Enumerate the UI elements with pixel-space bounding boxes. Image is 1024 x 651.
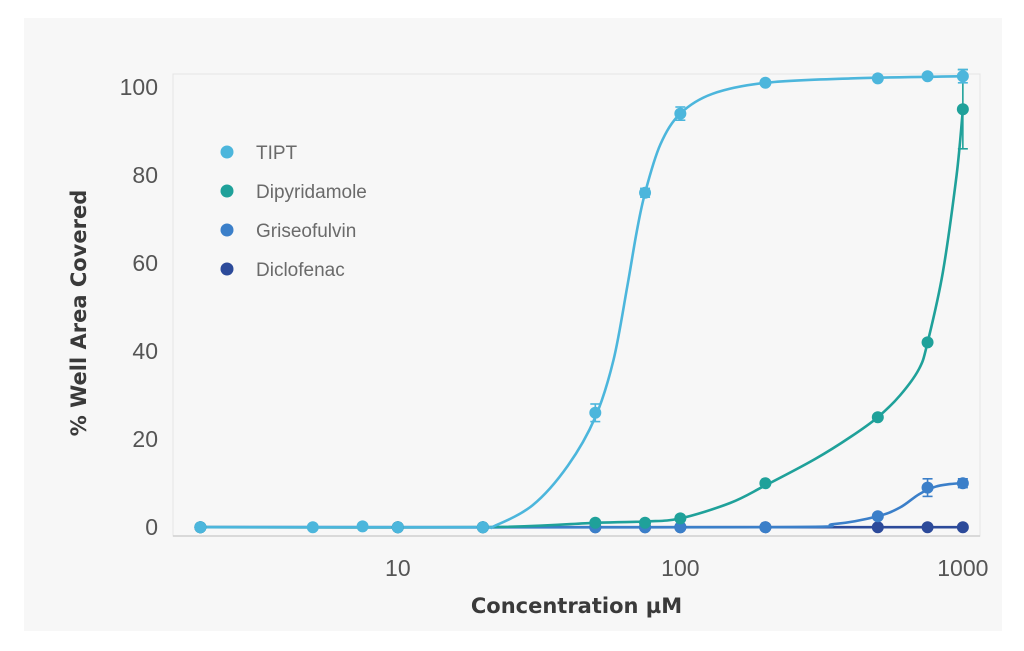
data-points [194,68,969,534]
fit-curves [199,74,965,530]
y-tick-label: 60 [132,250,158,276]
data-point-tipt [476,521,489,534]
data-point-dipyridamole [674,512,687,525]
data-point-tipt [921,70,934,83]
data-point-griseofulvin [956,477,969,490]
data-point-dipyridamole [639,516,652,529]
data-point-diclofenac [956,521,969,534]
data-point-tipt [871,72,884,85]
x-tick-label: 1000 [937,555,988,581]
legend-label-tipt: TIPT [256,143,298,164]
legend-marker-griseofulvin [220,223,234,237]
legend-marker-diclofenac [220,262,234,276]
data-point-tipt [391,521,404,534]
y-tick-label: 100 [120,74,158,100]
data-point-diclofenac [871,521,884,534]
legend: TIPT Dipyridamole Griseofulvin Diclofenac [220,143,367,281]
data-point-dipyridamole [956,103,969,116]
fit-curve-dipyridamole [199,107,965,529]
axes: 0 20 40 60 80 100 10 100 1000 [120,73,988,581]
data-point-tipt [356,520,369,533]
legend-label-diclofenac: Diclofenac [256,260,345,281]
y-tick-label: 20 [132,426,158,452]
data-point-tipt [956,70,969,83]
data-point-griseofulvin [921,481,934,494]
data-point-diclofenac [921,521,934,534]
data-point-dipyridamole [921,336,934,349]
fit-curve-tipt [199,74,965,530]
y-tick-label: 0 [145,514,158,540]
data-point-dipyridamole [589,516,602,529]
data-point-tipt [674,107,687,120]
chart-panel [24,18,1002,631]
y-axis-title: % Well Area Covered [67,190,91,436]
x-tick-label: 10 [385,555,411,581]
legend-label-griseofulvin: Griseofulvin [256,221,356,242]
data-point-tipt [589,406,602,419]
data-point-tipt [639,186,652,199]
legend-marker-tipt [220,145,234,159]
x-tick-label: 100 [661,555,699,581]
legend-label-dipyridamole: Dipyridamole [256,182,367,203]
y-tick-label: 40 [132,338,158,364]
y-tick-label: 80 [132,162,158,188]
fit-curve-griseofulvin [199,481,965,529]
data-point-dipyridamole [759,477,772,490]
data-point-tipt [306,521,319,534]
data-point-griseofulvin [871,510,884,523]
legend-marker-dipyridamole [220,184,234,198]
data-point-griseofulvin [674,521,687,534]
data-point-dipyridamole [871,411,884,424]
x-axis-title: Concentration µM [471,594,682,618]
data-point-griseofulvin [759,521,772,534]
data-point-tipt [759,76,772,89]
data-point-tipt [194,521,207,534]
